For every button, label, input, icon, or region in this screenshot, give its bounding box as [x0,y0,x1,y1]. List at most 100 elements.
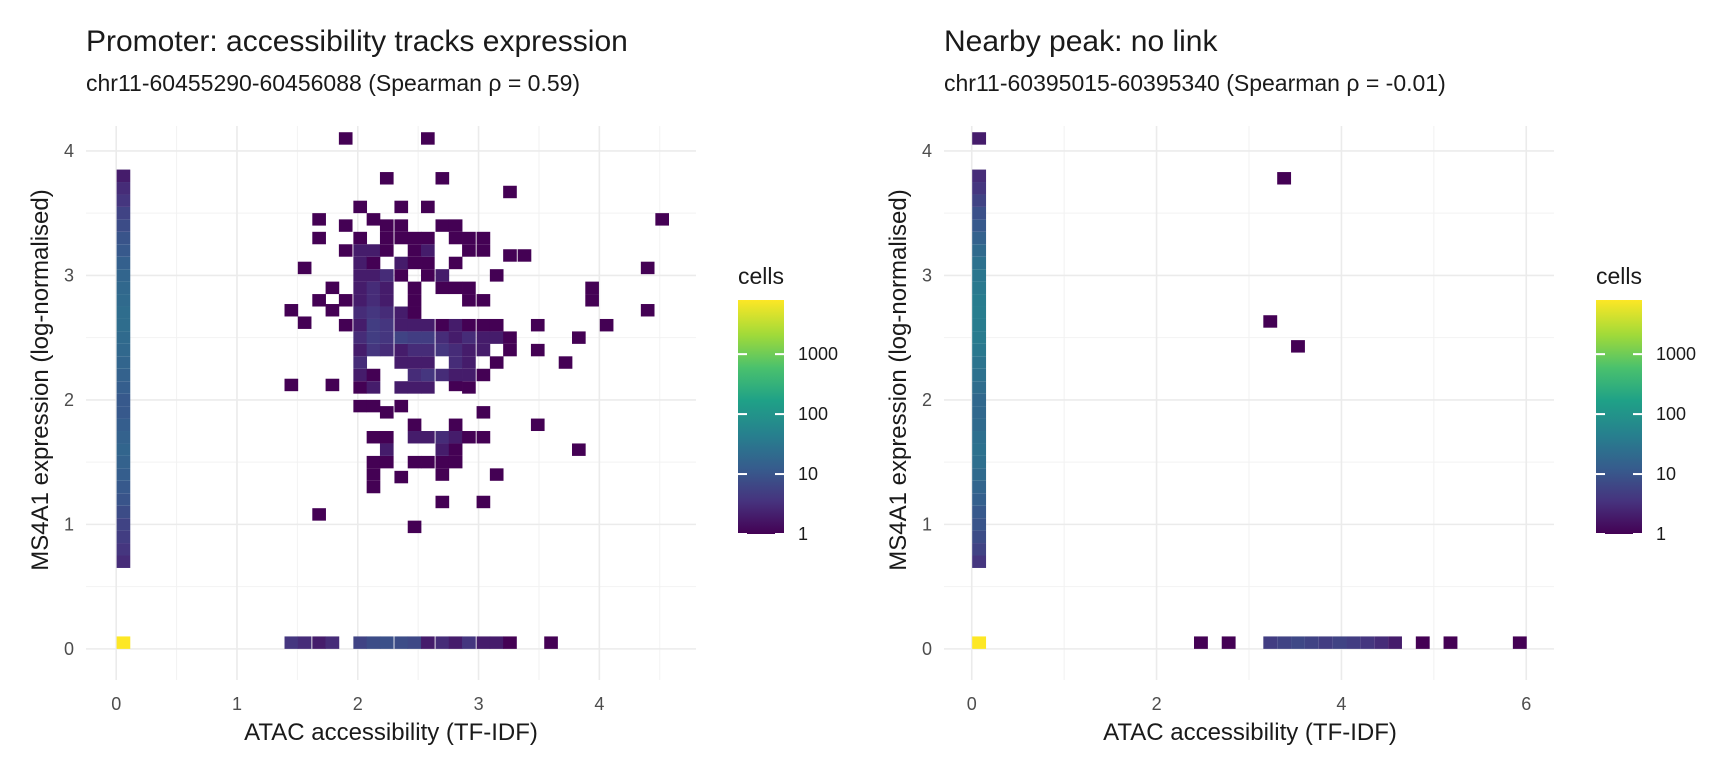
heatmap-bin [116,356,131,369]
heatmap-bin [394,331,409,344]
heatmap-bin [1443,636,1458,649]
heatmap-bin [116,182,131,195]
plot-grid [944,126,1554,680]
heatmap-bin [116,431,131,444]
heatmap-bin [353,331,368,344]
heatmap-bin [476,495,491,509]
heatmap-bin [462,636,476,649]
heatmap-bin [435,219,450,232]
heatmap-bin [972,555,987,568]
heatmap-bin [421,269,435,282]
heatmap-bin [116,331,131,344]
heatmap-bin [448,356,463,369]
heatmap-bin [972,132,987,145]
heatmap-bin [1277,172,1292,185]
heatmap-bin [366,636,381,649]
heatmap-bin [421,455,435,469]
heatmap-bin [530,343,545,357]
heatmap-bin [435,318,450,332]
heatmap-bin [394,306,409,319]
heatmap-bin [972,194,987,207]
heatmap-bin [435,331,450,344]
heatmap-bin [116,393,131,407]
heatmap-bin [379,281,394,295]
heatmap-bin [312,508,326,521]
legend-tick-label: 100 [798,404,828,424]
heatmap-bin [353,256,368,270]
y-tick-label: 1 [922,514,932,534]
heatmap-bin [503,636,517,649]
heatmap-bin [366,306,381,319]
heatmap-bin [116,518,131,531]
heatmap-bin [366,269,381,282]
heatmap-bin [379,219,394,232]
x-tick-labels: 0 1 2 3 4 [111,694,604,714]
x-tick-label: 4 [594,694,604,714]
heatmap-bin [366,343,381,357]
heatmap-bin [379,318,394,332]
heatmap-bin [1291,340,1305,353]
heatmap-bin [972,505,987,519]
heatmap-bin [476,318,491,332]
heatmap-bin [972,468,987,481]
heatmap-bin [353,368,368,382]
heatmap-bin [972,206,987,220]
heatmap-bin [972,256,987,270]
heatmap-bin [421,244,435,257]
heatmap-bin [655,213,670,226]
heatmap-bin [312,213,326,226]
chart-subtitle: chr11-60395015-60395340 (Spearman ρ = -0… [944,70,1446,96]
heatmap-bin [116,406,131,419]
heatmap-bin [116,231,131,245]
heatmap-bin [421,343,435,357]
heatmap-bin [640,261,655,275]
heatmap-bin [366,331,381,344]
heatmap-bin [407,636,422,649]
heatmap-bin [972,219,987,232]
heatmap-bin [435,443,450,456]
heatmap-bin [972,530,987,544]
heatmap-bin [297,636,312,649]
heatmap-bin [379,431,394,444]
heatmap-bin [972,169,987,183]
heatmap-bin [435,172,450,185]
heatmap-bin [325,636,340,649]
heatmap-bin [448,431,463,444]
heatmap-bin [116,505,131,519]
heatmap-bin [353,318,368,332]
heatmap-bin [421,381,435,394]
heatmap-bin [421,318,435,332]
heatmap-bin [448,231,463,245]
heatmap-bin [116,294,131,307]
heatmap-bin [325,304,340,317]
heatmap-bin [366,213,381,226]
heatmap-bin [353,294,368,307]
legend-colorbar [1596,300,1642,534]
heatmap-bin [379,231,394,245]
heatmap-bin [338,318,353,332]
heatmap-bin [325,378,340,392]
heatmap-bin [297,261,312,275]
x-tick-labels: 0 2 4 6 [967,694,1532,714]
heatmap-bin [338,244,353,257]
heatmap-bin [972,244,987,257]
heatmap-bin [407,455,422,469]
y-tick-label: 0 [922,639,932,659]
heatmap-bin [476,636,491,649]
heatmap-bin [366,431,381,444]
y-tick-label: 2 [922,390,932,410]
x-axis-label: ATAC accessibility (TF-IDF) [1103,719,1397,746]
heatmap-bin [116,480,131,494]
heatmap-bin [972,480,987,494]
chart-panel-promoter: Promoter: accessibility tracks expressio… [27,25,838,746]
heatmap-bin [394,399,409,413]
heatmap-bin [116,306,131,319]
heatmap-bin [116,381,131,394]
heatmap-bin [1194,636,1208,649]
chart-subtitle: chr11-60455290-60456088 (Spearman ρ = 0.… [86,70,580,96]
heatmap-bin [116,530,131,544]
heatmap-bin [394,200,409,214]
heatmap-bin [435,269,450,282]
heatmap-bin [462,343,476,357]
heatmap-bin [379,443,394,456]
